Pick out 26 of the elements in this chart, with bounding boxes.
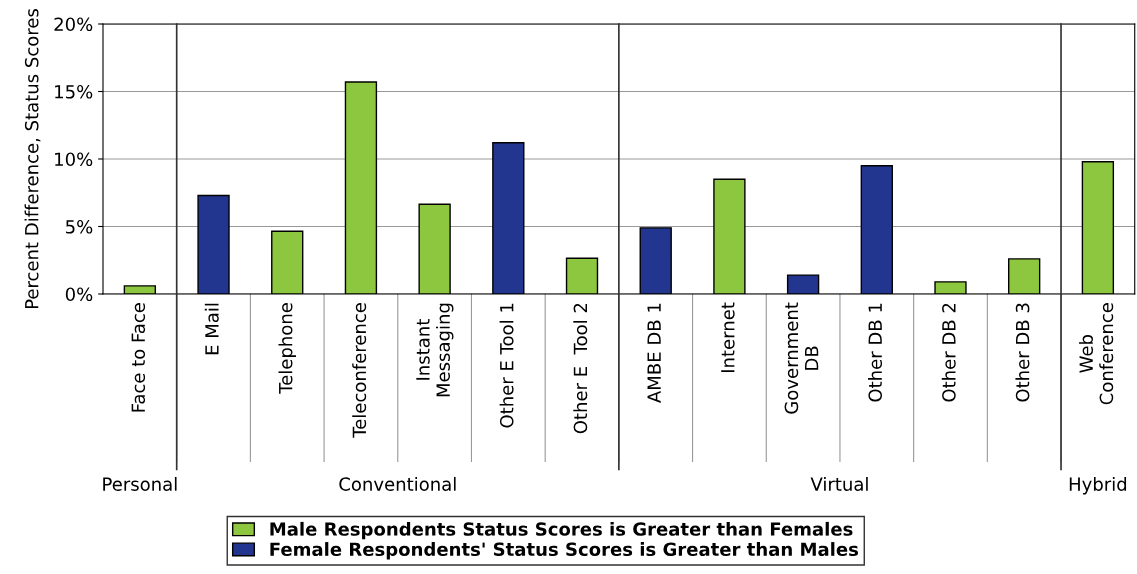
y-tick-label: 0%	[65, 287, 93, 302]
x-tick-label: AMBE DB 1	[647, 303, 661, 403]
x-tick-label: Web Conference	[1079, 303, 1114, 405]
y-tick-label: 15%	[55, 84, 93, 99]
legend-label: Male Respondents Status Scores is Greater than Females	[270, 521, 853, 540]
text: Personal	[103, 476, 177, 491]
x-tick-label: Internet	[721, 302, 735, 373]
x-tick-label: E Mail	[204, 303, 219, 355]
x-tick-label: Government DB	[784, 302, 819, 414]
x-tick-label: Instant Messaging	[416, 303, 454, 397]
y-tick-label: 10%	[55, 152, 93, 167]
x-tick-label: Other DB 1	[868, 303, 883, 402]
text: Conventional	[339, 476, 456, 491]
x-tick-label: Other DB 2	[941, 303, 956, 402]
x-tick-label: Telephone	[278, 303, 296, 394]
text: Hybrid	[1069, 476, 1127, 495]
y-axis-title: Percent Difference, Status Scores	[24, 9, 41, 309]
text: Virtual	[810, 476, 868, 491]
y-tick-label: 20%	[54, 17, 93, 32]
x-tick-label: Teleconference	[352, 303, 367, 438]
legend-label: Female Respondents' Status Scores is Greater than Males	[270, 542, 859, 560]
y-tick-label: 5%	[66, 219, 93, 234]
x-tick-label: Face to Face	[131, 303, 146, 412]
x-tick-label: Other DB 3	[1015, 303, 1030, 402]
x-tick-label: Other E Tool 1	[499, 303, 514, 428]
x-tick-label: Other E Tool 2	[573, 303, 588, 434]
